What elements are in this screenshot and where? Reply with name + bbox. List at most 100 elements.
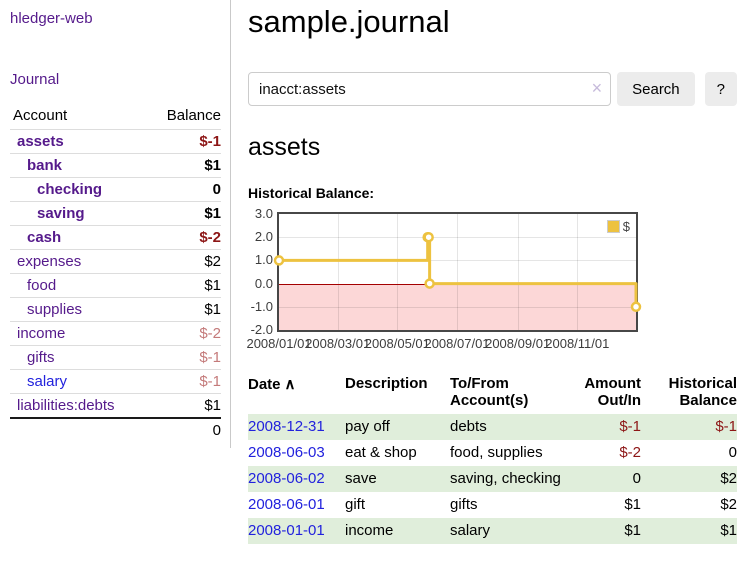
register-row: 2008-01-01 income salary $1 $1 [248,518,737,544]
chart-ytick-label: 0.0 [254,275,273,291]
search-button[interactable]: Search [617,72,695,106]
transaction-description: eat & shop [345,444,417,461]
search-help-button[interactable]: ? [704,72,737,106]
account-heading: assets [248,133,321,161]
account-row: gifts $-1 [10,345,221,370]
register-row: 2008-06-01 gift gifts $1 $2 [248,492,737,518]
account-balance: $1 [146,297,221,322]
transaction-accounts: salary [450,522,491,539]
account-balance: $2 [146,249,221,274]
search-input[interactable] [248,72,612,106]
chart-gridline [279,306,636,308]
search-box: × [248,72,612,106]
transaction-balance: $2 [720,470,737,487]
account-row: income $-2 [10,321,221,346]
transaction-amount: $-2 [619,444,641,461]
register-header-row: Date ∧ Description To/From Account(s) Amo… [248,373,737,414]
chart-title: Historical Balance: [248,185,375,201]
transaction-amount: 0 [632,470,641,487]
account-balance: 0 [146,177,221,202]
transaction-amount: $-1 [619,418,641,435]
transaction-balance: $2 [720,496,737,513]
transaction-date-link[interactable]: 2008-06-03 [248,444,325,461]
account-row: food $1 [10,273,221,298]
register-tbody: 2008-12-31 pay off debts $-1 $-1 2008-06-03 ea… [248,414,737,544]
transaction-date-link[interactable]: 2008-12-31 [248,418,325,435]
chart-gridline [397,214,399,330]
sidebar-account-bank[interactable]: bank [27,157,63,174]
chart-negative-region [279,283,636,330]
transaction-date-link[interactable]: 2008-06-01 [248,496,325,513]
account-row: saving $1 [10,201,221,226]
chart-gridline [517,214,519,330]
account-row: bank $1 [10,153,221,178]
legend-label: $ [622,219,630,234]
sidebar-account-income[interactable]: income [17,325,66,342]
accounts-header-row: Account Balance [10,104,221,130]
account-row: assets $-1 [10,129,221,154]
page-title: sample.journal [248,4,450,39]
data-point-marker [630,301,642,313]
chart-gridline [279,237,636,239]
register-header-date[interactable]: Date ∧ [248,376,296,393]
main-content: sample.journal × Search ? assets Histori… [231,0,742,544]
balance-line [279,235,638,307]
register-row: 2008-12-31 pay off debts $-1 $-1 [248,414,737,440]
chart-ytick-label: 3.0 [254,206,273,221]
chart-gridline [337,214,339,330]
chart-ytick-label: -1.0 [250,298,273,314]
sidebar-account-gifts[interactable]: gifts [27,349,55,366]
accounts-total-value: 0 [146,417,221,442]
account-balance: $1 [146,153,221,178]
register-header-accounts: To/From Account(s) [450,375,529,409]
chart-xtick-label: 2008/03/01 [305,336,371,351]
sidebar-account-supplies[interactable]: supplies [27,301,83,318]
transaction-amount: $1 [624,496,641,513]
accounts-header-balance: Balance [166,107,221,124]
register-header-amount: Amount Out/In [584,375,641,409]
sidebar-account-salary[interactable]: salary [27,373,68,390]
register-header-balance: Historical Balance [668,375,737,409]
transaction-balance: 0 [728,444,737,461]
transaction-accounts: gifts [450,496,478,513]
balance-chart: $ 3.0 2.0 1.0 0.0 -1.0 -2.0 2008/01/01 2008/03/… [246,206,737,352]
transaction-date-link[interactable]: 2008-06-02 [248,470,325,487]
transaction-accounts: saving, checking [450,470,561,487]
transaction-description: pay off [345,418,390,435]
sidebar-account-checking[interactable]: checking [37,181,103,198]
account-row: liabilities:debts $1 [10,393,221,418]
transaction-accounts: debts [450,418,487,435]
account-row: expenses $2 [10,249,221,274]
chart-plot-area[interactable]: $ [273,212,642,332]
sidebar-account-assets[interactable]: assets [17,133,64,150]
transaction-balance: $1 [720,522,737,539]
accounts-tbody: assets $-1 bank $1 checking 0 saving $1 cash $-2 e… [10,129,221,442]
accounts-header-account: Account [13,107,68,124]
sidebar-account-food[interactable]: food [27,277,57,294]
sidebar-account-cash[interactable]: cash [27,229,62,246]
chart-xtick-label: 2008/01/01 [246,336,312,351]
clear-search-icon[interactable]: × [591,78,603,98]
accounts-table: Account Balance assets $-1 bank $1 checking 0… [10,104,221,442]
transaction-description: save [345,470,377,487]
search-form: × Search ? [248,72,737,106]
chart-line-layer [273,231,642,313]
register-header-description: Description [345,375,428,392]
sidebar-account-expenses[interactable]: expenses [17,253,82,270]
account-balance: $-2 [146,225,221,250]
app-title-link[interactable]: hledger-web [10,10,93,27]
chart-xtick-label: 2008/09/01 [485,336,551,351]
register-table: Date ∧ Description To/From Account(s) Amo… [248,373,737,544]
sidebar-item-journal[interactable]: Journal [10,71,60,88]
register-row: 2008-06-02 save saving, checking 0 $2 [248,466,737,492]
chart-plot-inner [273,214,642,330]
legend-swatch-icon [606,220,620,233]
transaction-date-link[interactable]: 2008-01-01 [248,522,325,539]
account-row: checking 0 [10,177,221,202]
sidebar-account-liabilities-debts[interactable]: liabilities:debts [17,397,115,414]
chart-ytick-label: -2.0 [250,322,273,337]
sidebar-account-saving[interactable]: saving [37,205,85,222]
chart-ytick-label: 1.0 [254,252,273,268]
account-balance: $-2 [146,321,221,346]
